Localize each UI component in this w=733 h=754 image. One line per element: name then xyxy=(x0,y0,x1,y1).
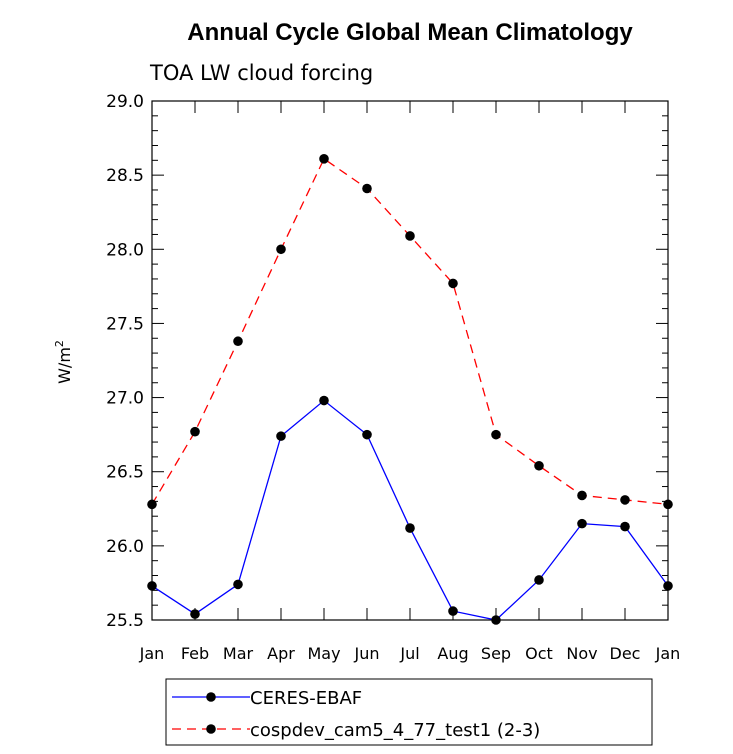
x-tick-label: Aug xyxy=(437,644,468,663)
legend-label-1: cospdev_cam5_4_77_test1 (2-3) xyxy=(250,720,540,741)
y-tick-label: 28.0 xyxy=(106,240,144,260)
series-1-point xyxy=(276,244,286,255)
series-line-0 xyxy=(151,399,669,621)
series-0-point xyxy=(448,606,458,616)
series-line-1 xyxy=(151,157,669,505)
x-tick-label: Dec xyxy=(610,644,641,663)
legend-marker-0 xyxy=(206,692,216,702)
series-1-point xyxy=(448,278,458,289)
x-tick-label: Mar xyxy=(223,644,254,663)
y-tick-label: 25.5 xyxy=(106,611,144,631)
series-0-point xyxy=(147,581,157,591)
series-0-point xyxy=(405,523,415,533)
series-1-point xyxy=(147,499,157,510)
y-tick-label: 29.0 xyxy=(106,92,144,112)
x-tick-label: Jul xyxy=(399,644,419,663)
series-layer xyxy=(147,154,673,625)
legend-marker-1 xyxy=(206,724,216,734)
series-1-point xyxy=(620,495,630,505)
legend-label-0: CERES-EBAF xyxy=(250,688,362,709)
series-0-point xyxy=(534,575,544,585)
y-axis-label-superscript: 2 xyxy=(53,340,66,347)
chart-subtitle: TOA LW cloud forcing xyxy=(149,61,373,85)
series-0-point xyxy=(620,521,630,532)
series-0-point xyxy=(577,518,587,529)
legend: CERES-EBAF cospdev_cam5_4_77_test1 (2-3) xyxy=(165,678,653,746)
series-1-point xyxy=(233,336,243,347)
x-tick-label: Nov xyxy=(566,644,597,663)
series-0-point xyxy=(663,581,673,591)
series-1-point xyxy=(362,183,372,194)
series-0-point xyxy=(190,609,200,619)
y-axis-label: W/m2 xyxy=(53,340,74,384)
y-tick-label: 28.5 xyxy=(106,166,144,186)
series-0-point xyxy=(362,429,372,440)
chart-title: Annual Cycle Global Mean Climatology xyxy=(187,19,633,46)
series-1-point xyxy=(663,499,673,510)
series-1-point xyxy=(577,490,587,501)
x-tick-label: Jan xyxy=(655,644,681,663)
x-tick-label: Oct xyxy=(525,644,553,663)
x-tick-label: Apr xyxy=(267,644,295,663)
series-0-point xyxy=(319,395,329,406)
x-tick-label: Feb xyxy=(181,644,209,663)
series-0-point xyxy=(491,615,501,625)
y-tick-label: 27.0 xyxy=(106,389,144,409)
y-tick-labels: 25.5 26.0 26.5 27.0 27.5 28.0 28.5 29.0 xyxy=(106,92,144,631)
x-tick-label: Sep xyxy=(481,644,511,663)
x-tick-labels: Jan Feb Mar Apr May Jun Jul Aug Sep Oct Nov Dec Jan xyxy=(139,644,681,663)
series-0-point xyxy=(233,579,243,590)
series-1-point xyxy=(190,426,200,437)
plot-frame xyxy=(151,100,669,621)
series-1-point xyxy=(405,231,415,241)
x-tick-label: Jan xyxy=(139,644,165,663)
x-tick-label: May xyxy=(307,644,340,663)
y-axis-label-text: W/m xyxy=(55,347,74,384)
series-1-point xyxy=(319,154,329,164)
y-tick-label: 26.0 xyxy=(106,537,144,557)
svg-text:W/m2: W/m2 xyxy=(53,340,74,384)
series-0-point xyxy=(276,431,286,441)
y-tick-label: 27.5 xyxy=(106,314,144,334)
axis-ticks xyxy=(151,100,669,621)
x-tick-label: Jun xyxy=(354,644,380,663)
series-1-point xyxy=(491,429,501,440)
series-1-point xyxy=(534,460,544,471)
y-tick-label: 26.5 xyxy=(106,463,144,483)
legend-box xyxy=(165,678,653,746)
